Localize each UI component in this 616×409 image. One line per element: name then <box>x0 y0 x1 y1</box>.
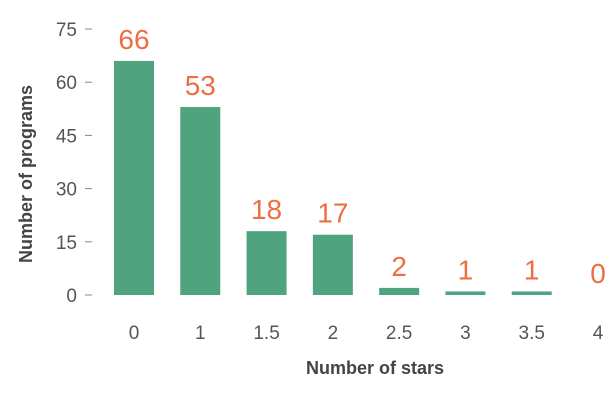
x-tick-label: 3.5 <box>519 323 545 344</box>
bars <box>114 60 552 295</box>
y-tick-label: 30 <box>56 180 77 201</box>
x-axis-title: Number of stars <box>306 358 444 378</box>
bar-value-label: 66 <box>118 24 149 55</box>
bar <box>312 234 353 295</box>
x-tick-label: 4 <box>593 323 604 344</box>
y-axis: 0 15 30 45 60 75 <box>56 20 92 307</box>
bar <box>114 60 154 295</box>
bar <box>445 291 486 295</box>
bar-value-label: 18 <box>251 194 282 225</box>
bar-value-label: 17 <box>317 198 348 229</box>
bar-value-label: 53 <box>185 70 216 101</box>
x-tick-label: 0 <box>129 323 140 344</box>
x-axis: 0 1 1.5 2 2.5 3 3.5 4 <box>129 323 604 344</box>
x-tick-label: 2.5 <box>386 323 412 344</box>
y-tick-label: 0 <box>66 286 77 307</box>
y-tick-label: 75 <box>56 20 77 41</box>
bar-value-label: 1 <box>458 254 474 285</box>
data-labels: 66 53 18 17 2 1 1 0 <box>118 24 605 289</box>
bar-value-label: 0 <box>590 258 606 289</box>
bar <box>379 287 420 295</box>
y-axis-title: Number of programs <box>16 85 36 263</box>
x-tick-label: 1 <box>195 323 206 344</box>
bar <box>246 231 287 295</box>
x-tick-label: 3 <box>460 323 471 344</box>
bar <box>511 291 552 295</box>
y-tick-label: 15 <box>56 233 77 254</box>
bar-value-label: 1 <box>524 254 540 285</box>
x-tick-label: 1.5 <box>253 323 279 344</box>
bar-value-label: 2 <box>391 251 407 282</box>
y-tick-label: 60 <box>56 73 77 94</box>
bar <box>180 107 221 295</box>
x-tick-label: 2 <box>328 323 339 344</box>
y-tick-label: 45 <box>56 126 77 147</box>
